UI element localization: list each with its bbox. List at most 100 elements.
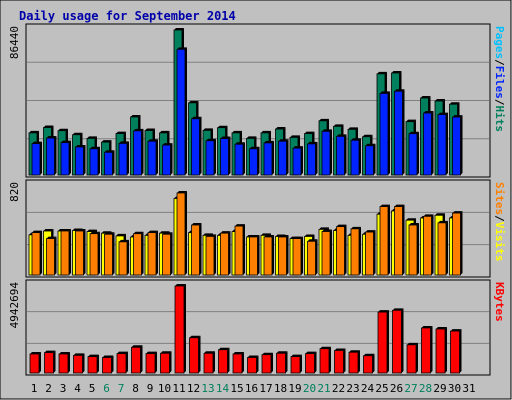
legend-entry: Hits	[493, 106, 506, 133]
bar-face	[162, 233, 171, 276]
bar-files-day-2	[46, 136, 57, 176]
bar-top	[322, 129, 332, 132]
bar-kbytes-day-14	[218, 347, 230, 374]
bar-top	[391, 71, 402, 74]
bar-top	[334, 348, 346, 351]
bar-face	[44, 352, 54, 374]
bar-top	[362, 134, 373, 137]
bar-face	[261, 354, 272, 374]
bar-top	[29, 130, 39, 133]
bar-top	[336, 134, 347, 137]
bar-top	[406, 119, 416, 122]
bar-face	[131, 346, 141, 374]
bar-sites-day-19	[292, 236, 303, 276]
legend-entry: Files	[493, 66, 506, 99]
bar-face	[348, 351, 359, 374]
bar-sites-day-17	[263, 234, 274, 276]
day-label: 7	[118, 382, 125, 395]
bar-side	[430, 325, 433, 373]
bar-side	[111, 355, 114, 373]
bar-kbytes-day-15	[232, 351, 244, 374]
bar-top	[218, 347, 230, 350]
bar-side	[446, 220, 448, 275]
bar-top	[421, 325, 433, 328]
bar-side	[170, 143, 173, 175]
bar-files-day-5	[89, 146, 100, 176]
bar-sites-day-27	[408, 223, 419, 276]
bar-face	[394, 90, 403, 176]
bar-side	[401, 308, 404, 373]
bar-top	[264, 140, 274, 143]
bar-side	[214, 234, 216, 275]
bar-side	[98, 146, 100, 175]
bar-side	[228, 136, 231, 175]
y-max-label: 86440	[8, 26, 21, 59]
bar-files-day-3	[60, 140, 71, 176]
bar-side	[431, 111, 434, 175]
bar-top	[90, 146, 100, 149]
bar-files-day-20	[307, 141, 318, 176]
bar-files-day-17	[263, 140, 274, 176]
bar-top	[104, 232, 115, 235]
bar-files-day-25	[379, 91, 390, 176]
bar-sites-day-29	[437, 220, 448, 276]
bar-face	[60, 230, 70, 276]
bar-side	[82, 353, 85, 373]
bar-side	[140, 345, 143, 373]
bar-top	[46, 136, 57, 139]
bar-top	[235, 142, 245, 145]
bar-side	[445, 326, 447, 373]
bar-sites-day-23	[350, 226, 361, 276]
bar-kbytes-day-20	[305, 351, 317, 374]
bar-face	[437, 114, 447, 176]
bar-side	[257, 146, 260, 175]
bar-face	[133, 130, 142, 176]
day-label: 13	[201, 382, 214, 395]
bar-side	[344, 134, 347, 175]
bar-top	[58, 128, 68, 131]
bar-side	[199, 223, 202, 275]
bar-face	[247, 357, 257, 374]
bar-sites-day-7	[118, 239, 129, 276]
bar-files-day-11	[176, 47, 187, 176]
bar-kbytes-day-16	[247, 355, 259, 374]
bar-top	[72, 132, 83, 135]
legend-entry: Visits	[493, 222, 506, 262]
bar-sites-day-9	[147, 230, 158, 276]
bar-face	[408, 224, 418, 276]
bar-side	[301, 236, 303, 275]
bar-files-day-23	[350, 138, 361, 176]
bar-face	[423, 215, 432, 276]
bar-side	[301, 146, 303, 175]
bar-face	[452, 212, 461, 276]
bar-side	[98, 231, 100, 275]
bar-top	[423, 214, 434, 217]
day-label: 25	[375, 382, 388, 395]
bar-side	[330, 129, 332, 175]
bar-side	[388, 91, 390, 175]
day-label: 10	[158, 382, 171, 395]
bar-top	[220, 136, 231, 139]
bar-top	[319, 227, 329, 230]
day-label: 24	[361, 382, 375, 395]
bar-face	[278, 236, 287, 276]
bar-side	[126, 351, 128, 373]
bar-top	[175, 284, 186, 286]
legend-entry: Sites	[493, 182, 506, 215]
bar-top	[247, 355, 259, 358]
bar-files-day-19	[292, 146, 303, 176]
bar-side	[155, 351, 157, 373]
bar-kbytes-day-18	[276, 351, 288, 374]
bar-top	[75, 144, 86, 147]
bar-sites-day-22	[336, 224, 347, 276]
bar-face	[321, 130, 331, 176]
bar-top	[73, 353, 85, 356]
bar-top	[365, 230, 376, 233]
bar-face	[116, 353, 127, 374]
bar-side	[388, 204, 390, 275]
bar-sites-day-5	[89, 231, 100, 276]
bar-side	[329, 346, 331, 373]
bar-face	[276, 352, 286, 374]
bar-side	[286, 234, 289, 275]
